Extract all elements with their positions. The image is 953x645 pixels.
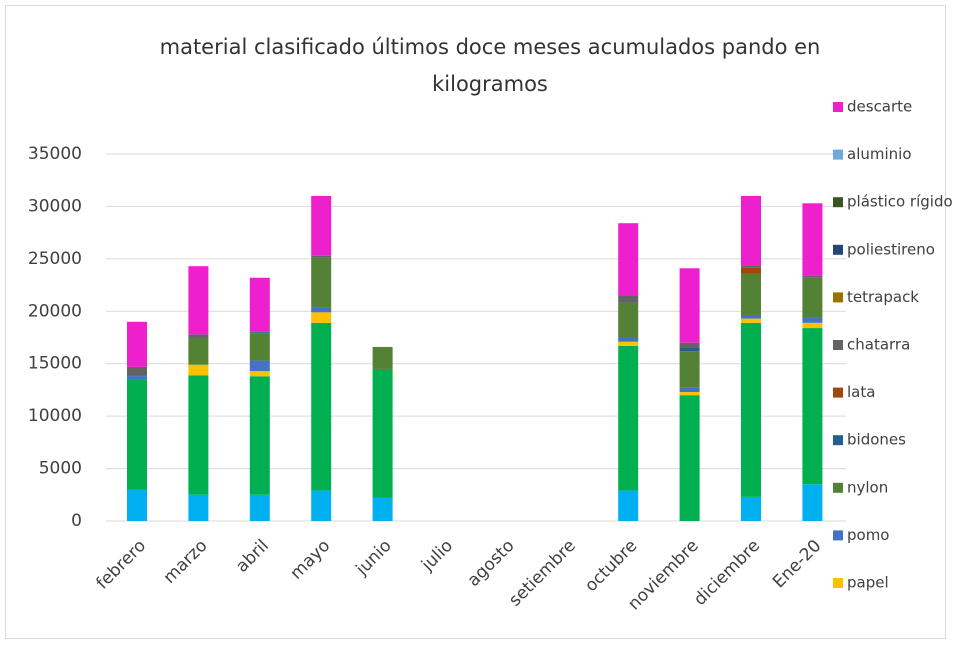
bar-segment (618, 302, 639, 338)
bar-segment (311, 490, 332, 521)
bar-segment (311, 312, 332, 323)
bar-segment (127, 489, 147, 521)
bar-segment (679, 347, 700, 352)
chart-frame (5, 5, 946, 639)
bar-segment (372, 368, 393, 371)
bar-segment (741, 195, 761, 266)
legend-label: pomo (847, 526, 890, 544)
bar-segment (249, 376, 270, 495)
legend-label: lata (847, 383, 875, 401)
legend-swatch (833, 482, 843, 493)
bar-segment (618, 337, 639, 342)
legend-swatch (833, 530, 843, 541)
bar-segment (127, 376, 147, 380)
bar-segment (741, 267, 761, 274)
bar-segment (249, 331, 270, 333)
y-tick-label: 15000 (28, 354, 82, 374)
bar-segment (618, 490, 639, 521)
bar-segment (618, 345, 639, 491)
bar-segment (188, 266, 209, 335)
legend-label: aluminio (847, 145, 912, 163)
bar-segment (618, 341, 639, 346)
legend-label: poliestireno (847, 240, 935, 258)
bar-segment (802, 484, 823, 521)
bar-segment (249, 333, 270, 361)
legend-swatch (833, 197, 843, 208)
bar-segment (311, 322, 332, 491)
bar-segment (679, 351, 700, 388)
bar-segment (802, 322, 823, 329)
legend-label: descarte (847, 98, 912, 116)
bar-segment (802, 317, 823, 323)
bar-segment (741, 315, 761, 319)
bar-segment (249, 360, 270, 372)
bar-segment (679, 392, 700, 396)
legend-label: plástico rígido (847, 193, 953, 211)
y-tick-label: 5000 (39, 459, 82, 479)
y-tick-label: 35000 (28, 144, 82, 164)
chart-title: material clasificado últimos doce meses … (160, 35, 821, 96)
bar-segment (311, 307, 332, 313)
bar-segment (127, 375, 147, 377)
bar-segment (679, 268, 700, 343)
legend-swatch (833, 149, 843, 160)
bar-segment (249, 371, 270, 377)
bar-segment (249, 332, 270, 334)
bar-segment (802, 275, 823, 278)
bar-segment (679, 342, 700, 348)
legend-swatch (833, 102, 843, 112)
bar-segment (679, 387, 700, 393)
bar-segment (311, 257, 332, 308)
bar-segment (618, 223, 639, 296)
bar-segment (372, 370, 393, 498)
bar-segment (127, 366, 147, 376)
bar-segment (741, 322, 761, 497)
bar-segment (679, 395, 700, 521)
bar-segment (188, 338, 209, 365)
legend-label: papel (847, 574, 889, 592)
bar-segment (188, 375, 209, 495)
bar-segment (249, 494, 270, 521)
bar-segment (802, 203, 823, 276)
legend-swatch (833, 244, 843, 255)
legend-swatch (833, 578, 843, 588)
bar-segment (618, 295, 639, 303)
bar-segment (249, 277, 270, 332)
bar-segment (372, 497, 393, 521)
y-tick-label: 0 (71, 511, 82, 531)
bar-segment (741, 265, 761, 268)
legend-swatch (833, 292, 843, 303)
legend-swatch (833, 387, 843, 398)
bar-segment (741, 318, 761, 323)
legend-swatch (833, 340, 843, 350)
bar-segment (188, 494, 209, 521)
y-tick-label: 10000 (28, 406, 82, 426)
bar-segment (741, 496, 761, 521)
legend-label: chatarra (847, 336, 910, 354)
legend-label: bidones (847, 431, 906, 449)
bar-segment (127, 379, 147, 490)
y-tick-label: 30000 (28, 196, 82, 216)
y-tick-label: 25000 (28, 249, 82, 269)
bar-segment (802, 277, 823, 318)
bar-segment (311, 195, 332, 256)
legend-swatch (833, 435, 843, 446)
legend-label: nylon (847, 478, 888, 496)
bar-segment (127, 321, 147, 367)
bar-segment (372, 346, 393, 369)
bar-segment (188, 334, 209, 339)
bar-segment (802, 328, 823, 485)
bar-segment (741, 273, 761, 316)
legend-label: tetrapack (847, 288, 919, 306)
y-tick-label: 20000 (28, 301, 82, 321)
bar-segment (188, 364, 209, 376)
bar-segment (311, 255, 332, 258)
